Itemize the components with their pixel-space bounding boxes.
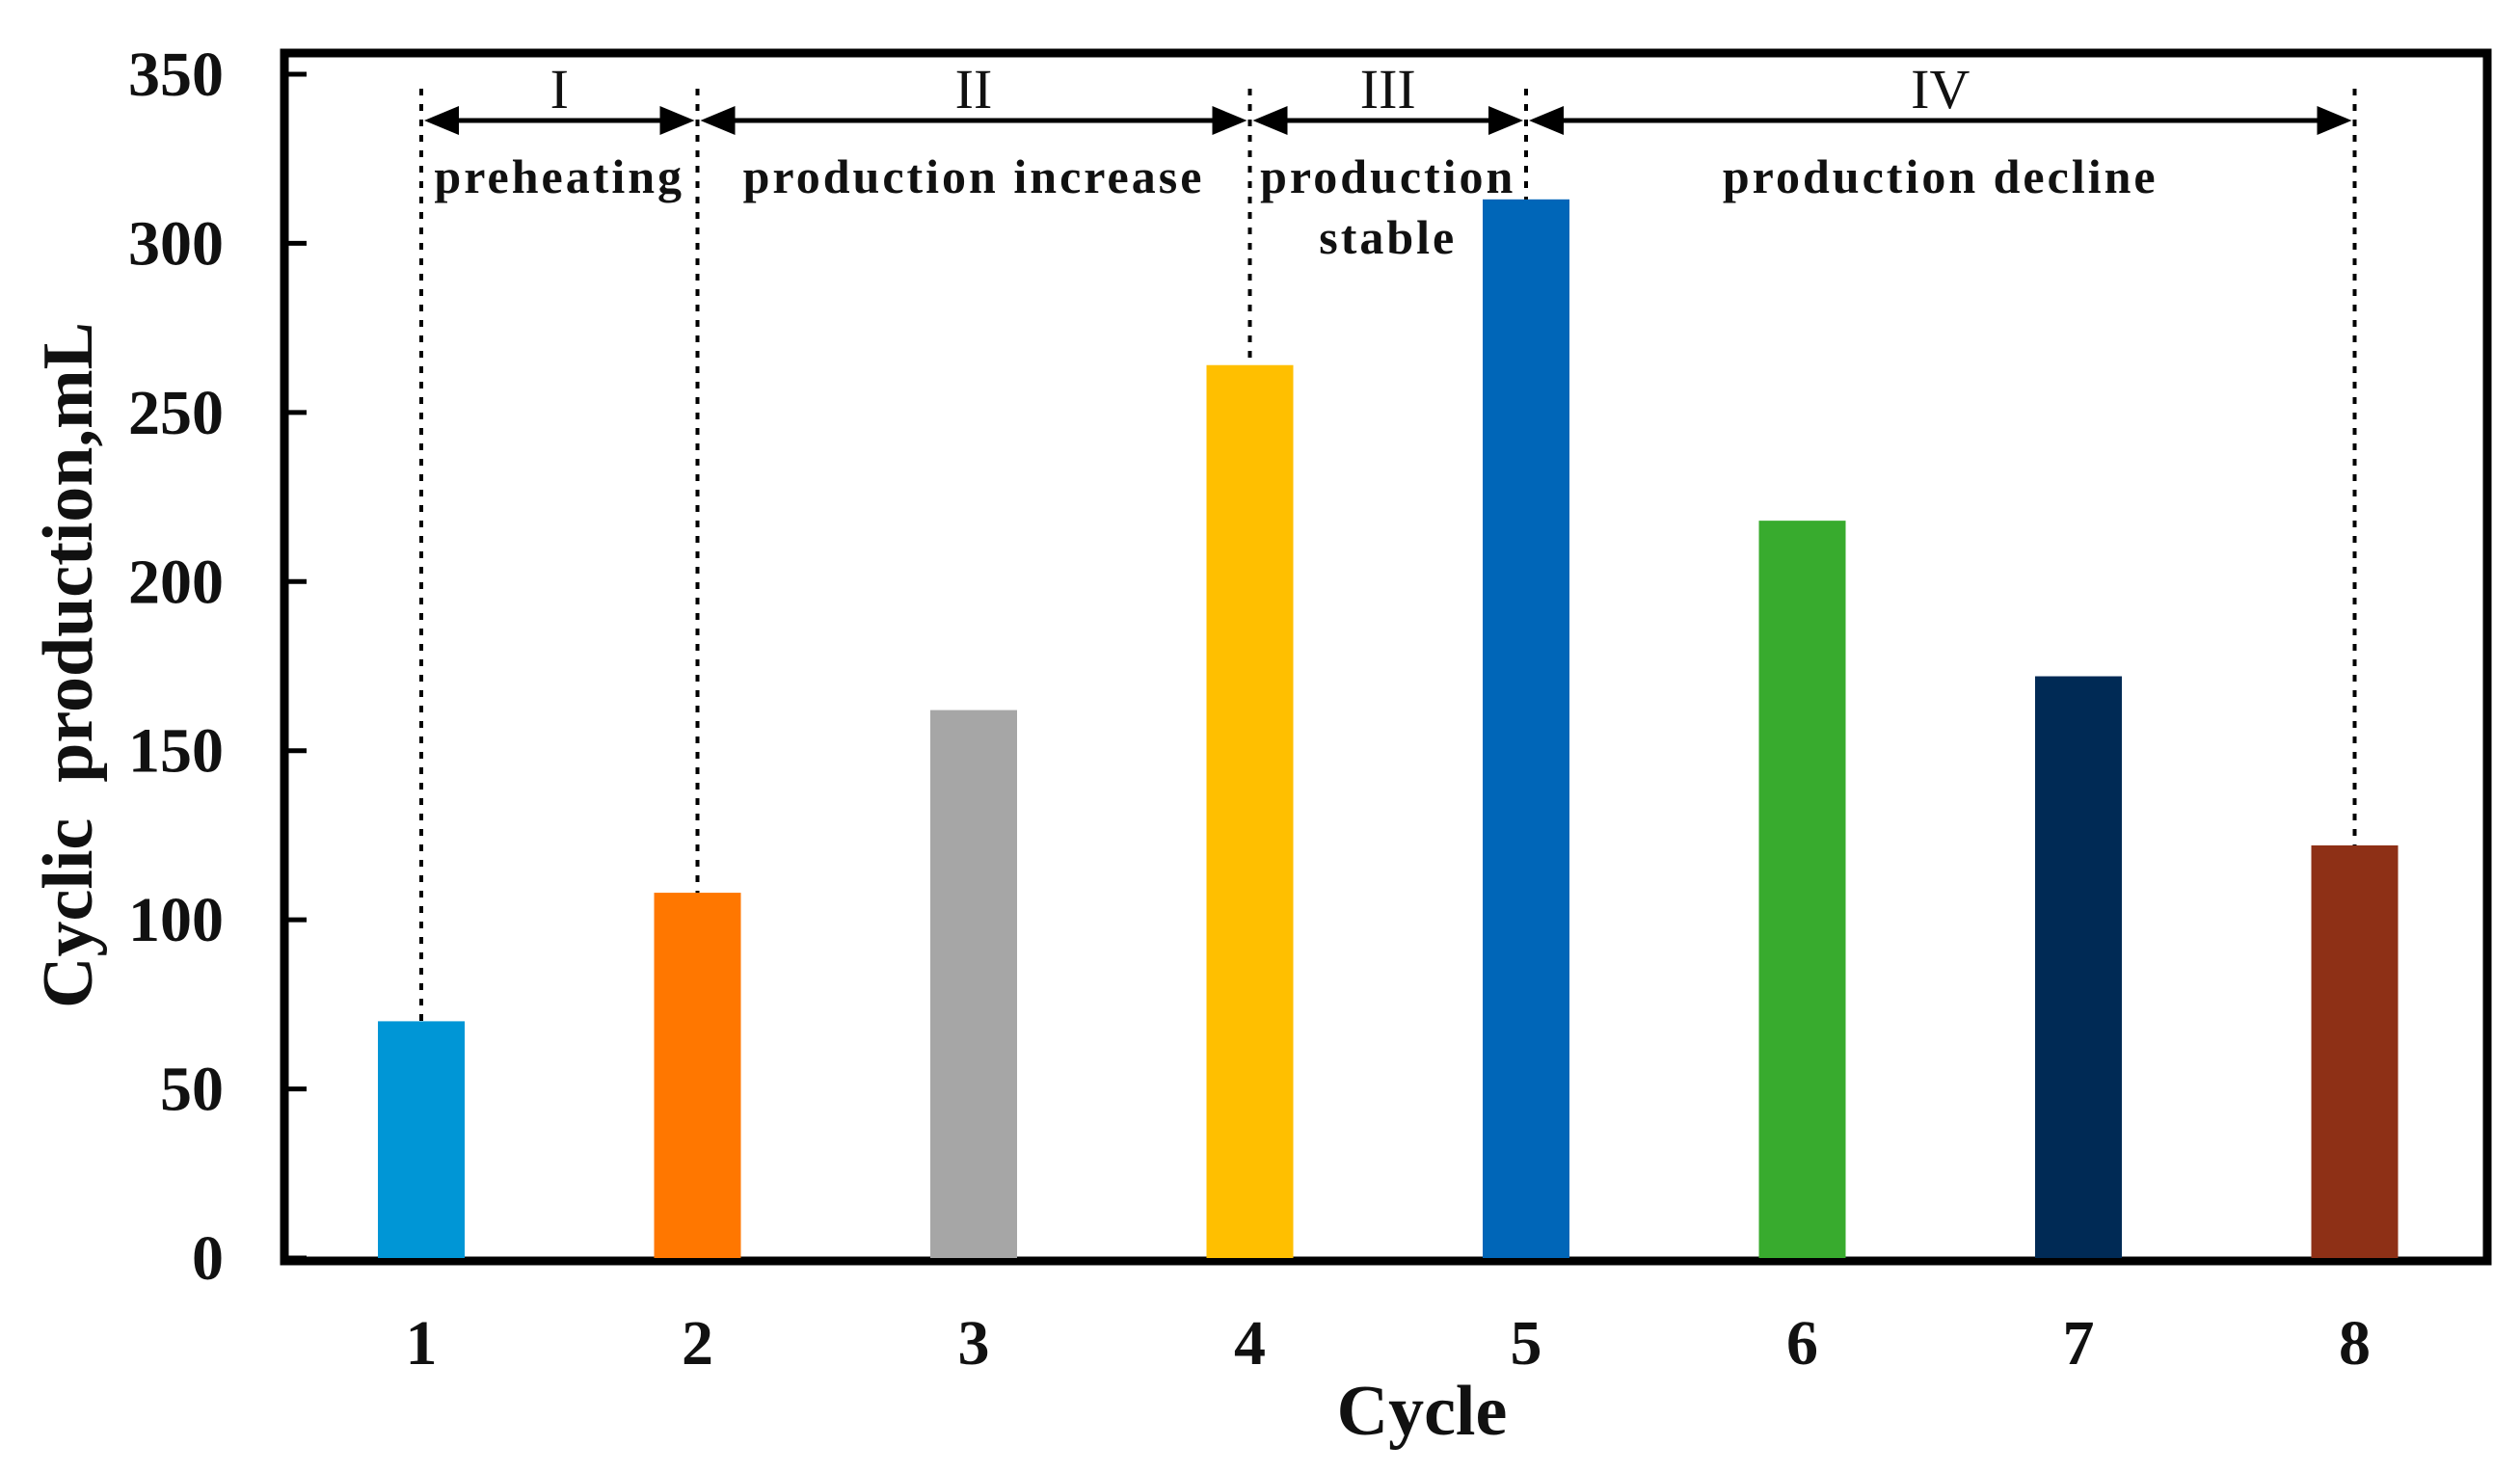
phase-arrow-head-right xyxy=(659,106,695,135)
x-axis-ticks: 1 2 3 4 5 6 7 8 xyxy=(406,1308,2372,1379)
phase-arrow-head-left xyxy=(1529,106,1564,135)
bars-group xyxy=(378,199,2399,1258)
phase-arrow-head-left xyxy=(424,106,459,135)
phase-arrow-head-right xyxy=(1488,106,1523,135)
y-tick-label: 200 xyxy=(128,547,224,617)
bar-cycle-4 xyxy=(1206,364,1294,1258)
bar-cycle-7 xyxy=(2035,676,2122,1258)
x-tick-label: 8 xyxy=(2339,1308,2371,1379)
bar-cycle-2 xyxy=(654,893,741,1258)
bar-cycle-6 xyxy=(1758,521,1846,1258)
bar-cycle-3 xyxy=(930,710,1017,1258)
y-tick-label: 250 xyxy=(128,378,224,448)
phase-description: preheating xyxy=(434,149,684,203)
phase-arrow-head-right xyxy=(1212,106,1247,135)
phase-numeral: II xyxy=(955,58,993,121)
bar-cycle-5 xyxy=(1483,199,1569,1258)
x-tick-label: 7 xyxy=(2063,1308,2095,1379)
x-tick-label: 2 xyxy=(682,1308,713,1379)
phase-numeral: IV xyxy=(1911,58,1970,121)
phase-description: stable xyxy=(1319,210,1457,264)
plot-frame xyxy=(280,48,2492,1266)
y-tick-label: 100 xyxy=(128,885,224,955)
bar-cycle-1 xyxy=(378,1021,465,1258)
phase-arrows xyxy=(424,106,2352,135)
y-tick-label: 350 xyxy=(128,40,224,110)
x-tick-label: 3 xyxy=(958,1308,990,1379)
phase-arrow-head-left xyxy=(700,106,736,135)
phase-description: production decline xyxy=(1723,149,2158,203)
phase-numeral: I xyxy=(550,58,569,121)
y-axis-title: Cyclic production,mL xyxy=(29,322,108,1008)
y-tick-label: 0 xyxy=(192,1223,224,1294)
y-tick-label: 150 xyxy=(128,716,224,787)
phase-arrow-head-right xyxy=(2317,106,2352,135)
x-tick-label: 1 xyxy=(406,1308,438,1379)
phase-boundary-lines xyxy=(419,89,2357,1022)
x-tick-label: 5 xyxy=(1511,1308,1542,1379)
x-tick-label: 4 xyxy=(1234,1308,1266,1379)
phase-numeral: III xyxy=(1360,58,1416,121)
y-tick-label: 300 xyxy=(128,208,224,279)
bar-cycle-8 xyxy=(2311,844,2399,1258)
y-tick-label: 50 xyxy=(160,1055,224,1125)
x-axis-title: Cycle xyxy=(1337,1372,1508,1451)
phase-arrow-head-left xyxy=(1252,106,1288,135)
phase-description: production xyxy=(1260,149,1515,203)
y-axis-ticks: 0 50 100 150 200 250 300 350 xyxy=(128,40,307,1294)
x-tick-label: 6 xyxy=(1786,1308,1818,1379)
phase-description: production increase xyxy=(743,149,1205,203)
